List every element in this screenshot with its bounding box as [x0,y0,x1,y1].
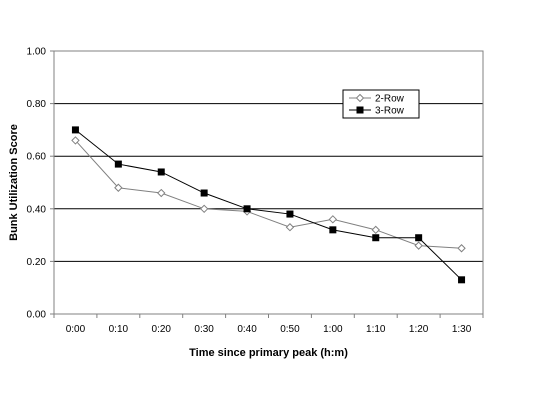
data-point [458,276,466,284]
legend-label: 2-Row [375,94,405,105]
y-tick-label: 0.20 [27,257,47,268]
x-tick-label: 0:10 [109,324,129,335]
data-point [199,204,209,214]
data-point [285,223,295,232]
data-point [414,241,423,250]
data-point [415,234,423,242]
data-point [71,126,79,134]
x-tick-label: 1:10 [366,324,386,335]
data-point [329,226,337,234]
y-tick-label: 0.60 [27,152,47,163]
data-point [114,160,122,168]
x-tick-label: 1:20 [409,324,429,335]
data-point [457,244,466,253]
x-tick-label: 0:00 [66,324,86,335]
series-2-row [71,136,466,253]
legend-marker [355,93,365,103]
x-tick-label: 0:20 [152,324,172,335]
data-point [371,225,380,235]
data-point [372,234,380,242]
x-axis-title: Time since primary peak (h:m) [189,347,348,359]
data-point [157,168,165,176]
y-tick-label: 0.40 [27,204,47,215]
x-tick-label: 0:30 [194,324,214,335]
legend-marker [356,106,364,114]
y-tick-label: 0.00 [27,310,47,321]
legend-entry: 2-Row [349,94,405,105]
y-axis-ticks: 0.00 0.20 0.40 0.60 0.80 1.00 [27,47,54,321]
data-point [114,183,123,192]
data-point [200,189,208,197]
legend-box [342,89,420,119]
legend-entry: 3-Row [349,106,405,117]
x-axis-ticks: 0:00 0:10 0:20 0:30 0:40 0:50 1:00 1:10 1:20 1:30 [53,314,484,335]
legend-label: 3-Row [375,106,405,117]
data-point [328,215,338,224]
y-tick-label: 1.00 [27,47,47,58]
y-tick-label: 0.80 [27,99,47,110]
series-layer [71,126,466,284]
data-point [243,205,251,213]
data-point [286,210,294,218]
x-tick-label: 0:50 [280,324,300,335]
x-tick-label: 1:30 [452,324,472,335]
data-point [157,188,166,198]
series-3-row [71,126,466,284]
data-point [71,136,80,145]
series-line [75,129,462,281]
x-tick-label: 1:00 [323,324,343,335]
x-tick-label: 0:40 [237,324,257,335]
y-axis-title: Bunk Utilization Score [8,124,20,241]
